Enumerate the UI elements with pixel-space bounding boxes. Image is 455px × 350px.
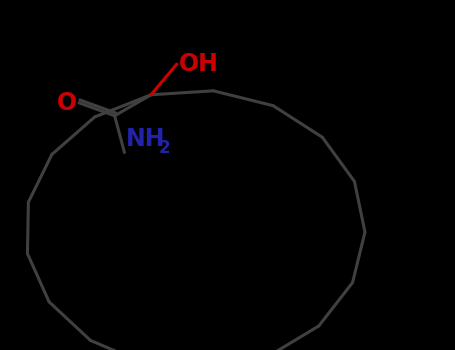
Text: O: O: [57, 91, 77, 115]
Text: OH: OH: [179, 52, 218, 76]
Text: NH: NH: [126, 127, 165, 152]
Text: 2: 2: [158, 140, 170, 158]
